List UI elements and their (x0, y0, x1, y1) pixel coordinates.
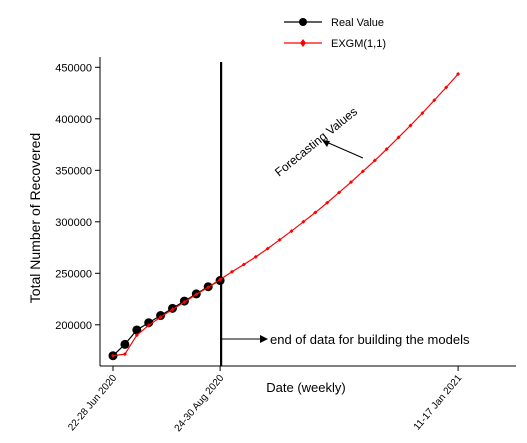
exgm-point (146, 323, 151, 328)
end-of-data-annotation: end of data for building the models (221, 332, 470, 347)
end-of-data-annotation-text: end of data for building the models (270, 332, 470, 347)
x-tick-label: 22-28 Jun 2020 (66, 373, 119, 434)
exgm-point (456, 71, 461, 76)
legend-model-label: EXGM(1,1) (331, 38, 386, 50)
real-value-point (144, 318, 154, 328)
exgm-point (444, 85, 449, 90)
y-tick-label: 450000 (55, 62, 92, 74)
series-layer (108, 71, 461, 361)
exgm-point (194, 292, 199, 297)
x-tick-label: 11-17 Jan 2021 (412, 373, 465, 433)
legend-model-marker (300, 39, 306, 47)
y-tick-label: 400000 (55, 114, 92, 126)
y-tick-label: 300000 (55, 217, 92, 229)
forecast-arrowhead (322, 140, 330, 147)
exgm-point (349, 180, 353, 185)
exgm-point (325, 200, 330, 205)
exgm-point (122, 352, 127, 357)
real-value-point (132, 325, 142, 335)
y-ticks: 200000 250000 300000 350000 400000 450000 (55, 62, 100, 332)
exgm-point (241, 262, 246, 267)
exgm-point (408, 123, 413, 128)
exgm-point (111, 353, 115, 358)
forecast-annotation-text: Forecasting Values (272, 104, 360, 179)
x-ticks: 22-28 Jun 2020 24-30 Aug 2020 11-17 Jan 20… (66, 366, 465, 435)
y-tick-label: 200000 (55, 320, 92, 332)
exgm-point (182, 300, 187, 305)
x-axis-title: Date (weekly) (266, 380, 345, 395)
exgm-point (432, 98, 437, 103)
exgm-point (218, 277, 223, 282)
real-value-point (120, 339, 130, 349)
series-exgm-line (112, 73, 459, 357)
exgm-point (277, 237, 282, 242)
end-of-data-arrowhead (260, 335, 268, 343)
y-tick-label: 250000 (55, 268, 92, 280)
exgm-point (337, 190, 342, 195)
exgm-point (170, 307, 175, 312)
forecast-arrow (323, 140, 364, 159)
exgm-point (384, 147, 389, 152)
exgm-point (301, 219, 306, 224)
exgm-point (158, 315, 163, 320)
y-axis-title: Total Number of Recovered (27, 133, 43, 303)
legend-real-label: Real Value (331, 17, 384, 29)
exgm-point (396, 135, 401, 140)
exgm-point (360, 169, 365, 174)
exgm-point (265, 246, 270, 251)
y-tick-label: 350000 (55, 165, 92, 177)
legend-real-marker (299, 18, 307, 26)
exgm-point (253, 254, 258, 259)
exgm-point (230, 269, 234, 274)
exgm-point (206, 285, 211, 290)
exgm-point (289, 229, 294, 234)
exgm-point (420, 111, 425, 116)
exgm-point (313, 210, 318, 215)
exgm-point (372, 158, 377, 163)
legend: Real Value EXGM(1,1) (284, 17, 386, 50)
x-tick-label: 24-30 Aug 2020 (173, 373, 227, 435)
forecast-annotation: Forecasting Values (272, 104, 364, 179)
exgm-point (134, 333, 139, 338)
